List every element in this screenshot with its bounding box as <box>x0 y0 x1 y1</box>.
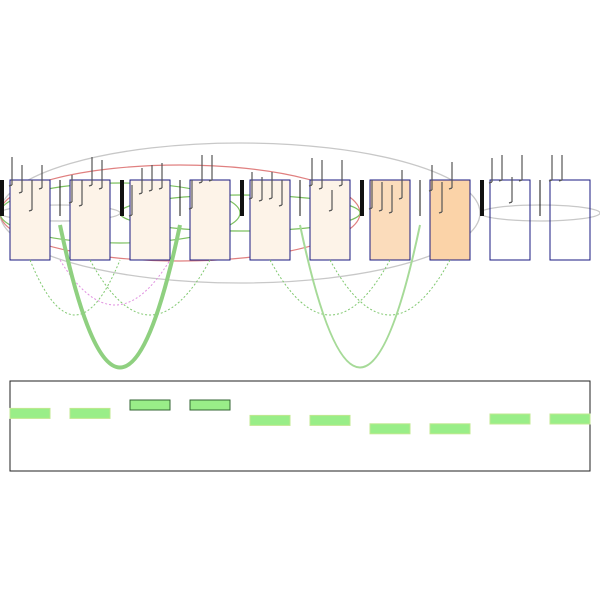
box-3 <box>129 179 171 261</box>
box-10 <box>549 179 591 261</box>
arc-dotted-green-3 <box>269 259 391 316</box>
dark-bar-1 <box>0 180 4 216</box>
box-7 <box>369 179 411 261</box>
tick-hook-2 <box>18 191 23 194</box>
tick-hook-18 <box>268 197 273 200</box>
tick-hook-6 <box>78 204 83 207</box>
tick-hook-31 <box>488 181 493 184</box>
arc-dotted-pink <box>59 259 171 306</box>
box-2 <box>69 179 111 261</box>
segment-track <box>9 380 591 472</box>
track-segment-5 <box>249 414 291 426</box>
box-9 <box>489 179 531 261</box>
tick-hook-15 <box>208 179 213 182</box>
tick-hook-25 <box>378 209 383 212</box>
tick-hook-9 <box>128 214 133 217</box>
tick-hook-7 <box>88 184 93 187</box>
track-segment-3 <box>129 399 171 411</box>
tick-hook-17 <box>258 199 263 202</box>
track-segment-2 <box>69 407 111 419</box>
tick-hook-3 <box>28 209 33 212</box>
box-8 <box>429 179 471 261</box>
tick-hook-34 <box>518 179 523 182</box>
tick-hook-23 <box>338 184 343 187</box>
track-segment-9 <box>489 413 531 425</box>
tick-hook-35 <box>548 179 553 182</box>
tick-hook-20 <box>308 184 313 187</box>
tick-hook-8 <box>98 187 103 190</box>
arc-solid-thin <box>299 224 421 369</box>
tick-hook-4 <box>38 187 43 190</box>
tick-hook-32 <box>498 179 503 182</box>
track-segment-8 <box>429 423 471 435</box>
dark-bar-2 <box>120 180 124 216</box>
dark-bar-5 <box>480 180 484 216</box>
tick-hook-19 <box>278 204 283 207</box>
track-segment-7 <box>369 423 411 435</box>
tick-hook-13 <box>188 207 193 210</box>
box-4 <box>189 179 231 261</box>
arc-dotted-green-2 <box>89 259 211 316</box>
track-segment-6 <box>309 414 351 426</box>
track-segment-1 <box>9 407 51 419</box>
tick-hook-27 <box>398 197 403 200</box>
tick-hook-33 <box>508 201 513 204</box>
track-frame <box>9 380 591 472</box>
tick-group <box>8 155 563 217</box>
tick-hook-11 <box>148 189 153 192</box>
tick-hook-36 <box>558 179 563 182</box>
tick-hook-24 <box>368 207 373 210</box>
tick-hook-1 <box>8 184 13 187</box>
tick-hook-29 <box>438 211 443 214</box>
arc-dotted-green-4 <box>329 259 451 316</box>
tick-hook-10 <box>138 192 143 195</box>
dark-bar-group <box>0 180 541 216</box>
box-6 <box>309 179 351 261</box>
box-1 <box>9 179 51 261</box>
tick-hook-26 <box>388 211 393 214</box>
tick-hook-5 <box>68 201 73 204</box>
tick-hook-12 <box>158 187 163 190</box>
box-5 <box>249 179 291 261</box>
tick-hook-28 <box>428 189 433 192</box>
arc-group <box>29 224 451 370</box>
track-segment-10 <box>549 413 591 425</box>
arc-dotted-green-1 <box>29 259 121 316</box>
track-segment-4 <box>189 399 231 411</box>
tick-hook-30 <box>448 187 453 190</box>
box-row <box>9 179 591 261</box>
tick-hook-22 <box>328 209 333 212</box>
tick-hook-14 <box>198 181 203 184</box>
tick-hook-21 <box>318 187 323 190</box>
dark-bar-3 <box>240 180 244 216</box>
tick-hook-16 <box>248 197 253 200</box>
arc-solid-thick <box>58 224 182 370</box>
dark-bar-4 <box>360 180 364 216</box>
